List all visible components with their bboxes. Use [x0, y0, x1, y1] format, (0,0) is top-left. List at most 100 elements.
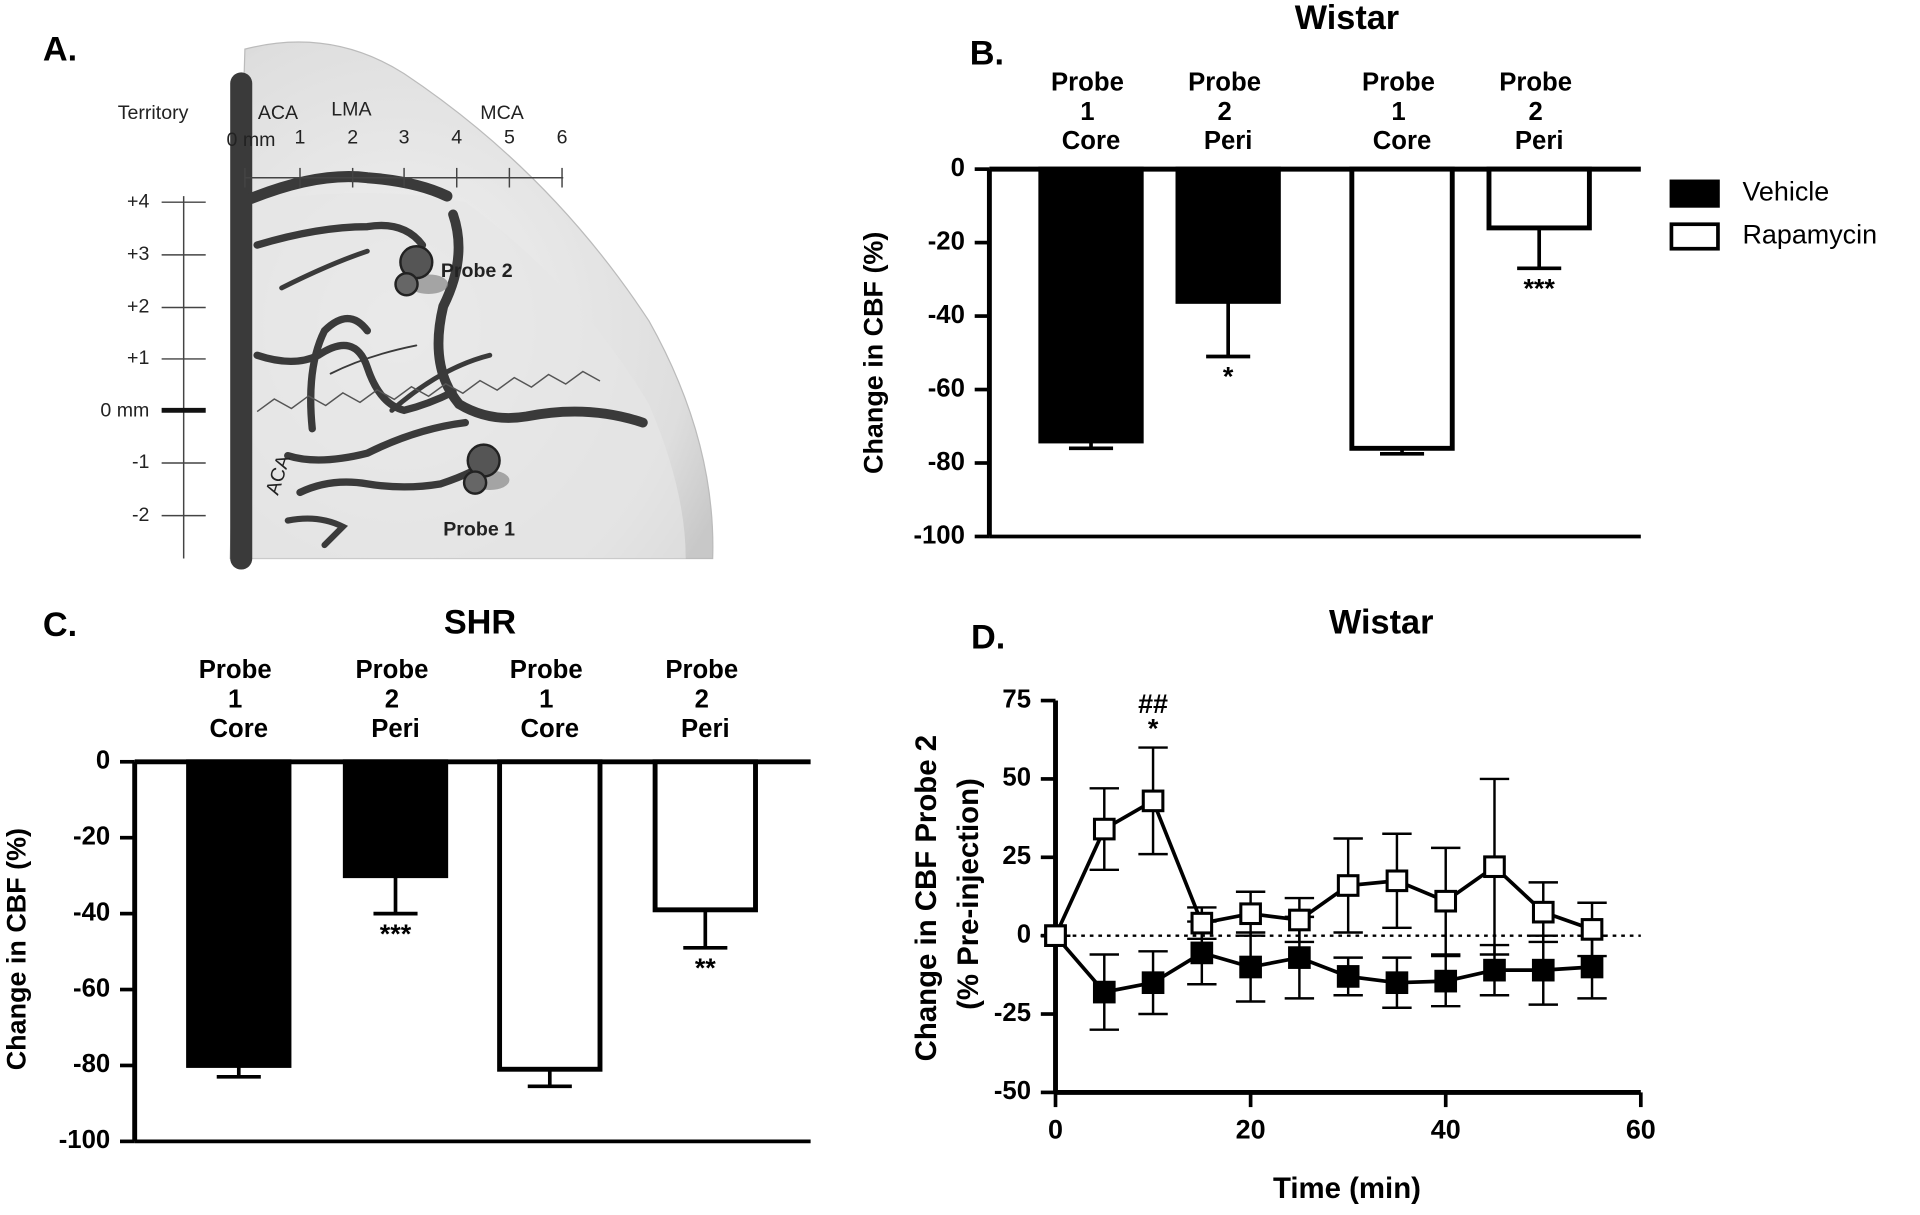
- bar: [497, 759, 603, 1072]
- y-scale-label: +4: [127, 190, 149, 212]
- legend-label: Rapamycin: [1742, 220, 1877, 250]
- marker: [1239, 902, 1262, 926]
- x-tick-label: Probe 2 Peri: [356, 656, 436, 743]
- y-scale-label: -1: [132, 451, 149, 473]
- y-tick-label: 75: [1002, 685, 1031, 713]
- y-scale-label: 0 mm: [100, 400, 149, 422]
- bar: [1175, 166, 1281, 304]
- probe-label: Probe 2: [441, 260, 513, 282]
- x-scale-label: 3: [399, 127, 410, 149]
- probes: [394, 245, 510, 495]
- significance: **: [695, 953, 716, 983]
- y-scale-label: +3: [127, 243, 149, 265]
- marker: [1141, 971, 1165, 995]
- x-tick-label: Probe 1 Core: [199, 656, 279, 743]
- y-tick-label: -50: [994, 1077, 1031, 1105]
- error-bar: [683, 909, 728, 950]
- bar: [1038, 166, 1144, 444]
- y-scale-label: +1: [127, 347, 149, 369]
- marker: [1385, 971, 1409, 995]
- y-tick-label: -40: [928, 301, 965, 329]
- marker: [1092, 817, 1116, 841]
- y-axis-label: Change in CBF (%): [1, 828, 31, 1070]
- chart-title: SHR: [444, 604, 517, 642]
- x-tick-label: 40: [1431, 1115, 1461, 1145]
- x-tick-label: 60: [1626, 1115, 1656, 1145]
- marker: [1483, 855, 1506, 879]
- significance: *: [1223, 362, 1234, 392]
- annotation: *: [1148, 714, 1159, 744]
- y-tick-label: -20: [928, 227, 965, 255]
- x-scale-label: 5: [504, 127, 515, 149]
- marker: [1531, 900, 1555, 924]
- y-tick-label: -100: [913, 521, 964, 549]
- error-bar: [1380, 448, 1425, 456]
- marker: [1190, 911, 1214, 935]
- x-scale-label: 0 mm: [227, 129, 276, 151]
- y-tick-label: -40: [73, 898, 110, 926]
- legend-swatch: [1669, 179, 1720, 208]
- marker: [1580, 918, 1604, 941]
- legend-label: Vehicle: [1742, 177, 1829, 207]
- y-tick-label: -100: [59, 1126, 110, 1154]
- marker: [1483, 958, 1506, 982]
- error-bar: [1206, 301, 1251, 359]
- significance: ***: [380, 919, 412, 949]
- x-tick-label: Probe 2 Peri: [1188, 68, 1268, 155]
- x-tick-label: Probe 2 Peri: [1499, 68, 1579, 155]
- bar: [1486, 166, 1592, 231]
- error-bar: [373, 875, 418, 916]
- marker: [1288, 908, 1311, 932]
- infarct-border: [256, 370, 601, 413]
- significance: ***: [1523, 273, 1555, 303]
- panel-label: B.: [970, 34, 1004, 72]
- chart-title: Wistar: [1329, 604, 1433, 642]
- marker: [1044, 924, 1067, 947]
- annotation: ##: [1138, 689, 1168, 719]
- territory-name: MCA: [480, 102, 524, 124]
- brain-surface: [251, 193, 686, 559]
- panel-label: D.: [971, 618, 1005, 656]
- y-tick-label: -60: [928, 374, 965, 402]
- legend-swatch: [1669, 222, 1720, 251]
- x-tick-label: 0: [1048, 1115, 1063, 1145]
- series-line: [1053, 798, 1593, 937]
- x-scale-label: 1: [295, 127, 306, 149]
- error-bar: [1517, 227, 1562, 271]
- y-scale-label: -2: [132, 504, 149, 526]
- y-tick-label: 50: [1002, 764, 1031, 792]
- error-bar: [1068, 440, 1114, 451]
- territory-name: ACA: [258, 102, 299, 124]
- x-scale-label: 6: [557, 127, 568, 149]
- bar: [652, 759, 758, 913]
- marker: [1580, 955, 1604, 979]
- panel-a: A.: [43, 31, 714, 570]
- y-axis-label: Change in CBF (%): [859, 232, 889, 474]
- bar: [1349, 166, 1455, 451]
- y-tick-label: 0: [1017, 920, 1031, 948]
- bar: [342, 759, 449, 879]
- marker: [1092, 980, 1116, 1004]
- marker: [1531, 958, 1555, 982]
- marker: [1336, 874, 1360, 897]
- x-tick-label: Probe 1 Core: [1051, 68, 1131, 155]
- x-tick-label: Probe 1 Core: [1362, 68, 1442, 155]
- y-tick-label: -80: [73, 1050, 110, 1078]
- y-tick-label: -20: [73, 823, 110, 851]
- panel-label: C.: [43, 606, 77, 644]
- y-axis-label: Change in CBF Probe 2 (% Pre-injection): [910, 727, 985, 1062]
- y-scale-label: +2: [127, 296, 149, 318]
- y-tick-label: -80: [928, 448, 965, 476]
- marker: [1434, 889, 1458, 913]
- marker: [1288, 946, 1311, 969]
- y-tick-label: 25: [1002, 842, 1031, 870]
- x-axis-label: Time (min): [1273, 1172, 1421, 1205]
- marker: [1434, 969, 1458, 993]
- marker: [1336, 965, 1360, 988]
- x-tick-label: 20: [1236, 1115, 1266, 1145]
- x-scale-label: 4: [451, 127, 462, 149]
- panel-label: A.: [43, 31, 77, 69]
